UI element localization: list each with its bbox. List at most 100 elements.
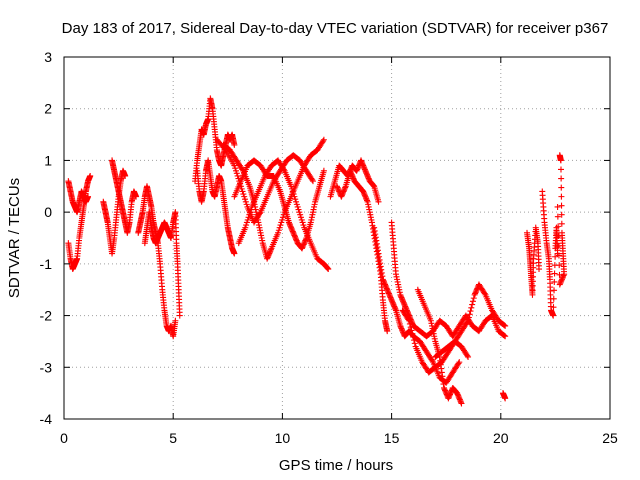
series-c2 bbox=[334, 167, 391, 335]
data-point-marker bbox=[468, 304, 475, 311]
series-a3 bbox=[100, 167, 129, 257]
series-c7 bbox=[399, 307, 472, 376]
data-point-marker bbox=[256, 210, 263, 217]
data-point-marker bbox=[469, 298, 476, 305]
data-point-marker bbox=[243, 222, 250, 229]
data-point-marker bbox=[558, 211, 565, 218]
data-point-marker bbox=[470, 295, 477, 302]
data-point-marker bbox=[231, 162, 238, 169]
data-point-marker bbox=[244, 216, 251, 223]
data-point-marker bbox=[558, 184, 565, 191]
data-point-marker bbox=[465, 314, 472, 321]
data-point-marker bbox=[221, 145, 228, 152]
data-point-marker bbox=[231, 250, 238, 257]
data-point-marker bbox=[241, 196, 248, 203]
data-point-marker bbox=[87, 172, 94, 179]
data-point-marker bbox=[298, 216, 305, 223]
data-point-marker bbox=[552, 253, 559, 260]
data-point-marker bbox=[275, 229, 282, 236]
chart-title: Day 183 of 2017, Sidereal Day-to-day VTE… bbox=[62, 20, 609, 37]
y-axis-ticks: -4 -3 -2 -1 0 1 2 3 bbox=[40, 49, 610, 427]
data-point-marker bbox=[467, 308, 474, 315]
data-point-marker bbox=[556, 262, 563, 269]
data-point-marker bbox=[122, 172, 129, 179]
data-point-marker bbox=[429, 357, 436, 364]
data-point-marker bbox=[277, 222, 284, 229]
data-point-marker bbox=[275, 227, 282, 234]
data-point-marker bbox=[297, 214, 304, 221]
data-point-marker bbox=[501, 332, 508, 339]
data-point-marker bbox=[405, 316, 412, 323]
data-point-marker bbox=[288, 183, 295, 190]
x-tick-label: 5 bbox=[169, 430, 177, 446]
data-point-marker bbox=[300, 222, 307, 229]
data-point-marker bbox=[469, 301, 476, 308]
data-point-marker bbox=[290, 191, 297, 198]
data-point-marker bbox=[293, 198, 300, 205]
data-point-marker bbox=[501, 322, 508, 329]
data-point-marker bbox=[320, 136, 327, 143]
data-point-marker bbox=[237, 180, 244, 187]
data-point-marker bbox=[555, 233, 562, 240]
y-tick-label: -1 bbox=[40, 256, 53, 272]
data-point-marker bbox=[291, 193, 298, 200]
x-tick-label: 20 bbox=[493, 430, 509, 446]
series-b5 bbox=[235, 157, 332, 273]
data-point-marker bbox=[295, 206, 302, 213]
x-tick-label: 25 bbox=[602, 430, 618, 446]
data-point-marker bbox=[299, 219, 306, 226]
data-point-marker bbox=[502, 333, 509, 340]
data-point-marker bbox=[536, 266, 543, 273]
data-point-marker bbox=[325, 266, 332, 273]
data-point-marker bbox=[235, 175, 242, 182]
data-point-marker bbox=[502, 322, 509, 329]
data-point-marker bbox=[241, 193, 248, 200]
data-point-marker bbox=[232, 165, 239, 172]
data-point-marker bbox=[297, 211, 304, 218]
data-point-marker bbox=[551, 270, 558, 277]
y-tick-label: 0 bbox=[44, 204, 52, 220]
data-point-marker bbox=[243, 201, 250, 208]
data-point-marker bbox=[406, 317, 413, 324]
data-point-marker bbox=[407, 324, 414, 331]
data-point-marker bbox=[409, 330, 416, 337]
data-point-marker bbox=[458, 400, 465, 407]
data-point-marker bbox=[232, 167, 239, 174]
data-point-marker bbox=[320, 138, 327, 145]
data-point-marker bbox=[242, 198, 249, 205]
data-point-marker bbox=[288, 185, 295, 192]
data-point-marker bbox=[239, 188, 246, 195]
x-tick-label: 0 bbox=[60, 430, 68, 446]
y-tick-label: -2 bbox=[40, 308, 53, 324]
data-point-marker bbox=[555, 223, 562, 230]
data-point-marker bbox=[558, 202, 565, 209]
data-point-marker bbox=[85, 193, 92, 200]
data-point-marker bbox=[555, 252, 562, 259]
data-point-marker bbox=[320, 167, 327, 174]
series-a5 bbox=[135, 183, 179, 340]
series-b6 bbox=[213, 136, 316, 226]
data-point-marker bbox=[237, 183, 244, 190]
data-point-marker bbox=[408, 327, 415, 334]
data-point-marker bbox=[233, 170, 240, 177]
series-a4 bbox=[109, 157, 140, 236]
data-point-marker bbox=[558, 175, 565, 182]
data-point-marker bbox=[296, 209, 303, 216]
y-tick-label: 3 bbox=[44, 49, 52, 65]
data-point-marker bbox=[375, 198, 382, 205]
series-c1 bbox=[327, 157, 382, 205]
data-point-marker bbox=[551, 278, 558, 285]
data-point-marker bbox=[234, 172, 241, 179]
data-point-marker bbox=[411, 340, 418, 347]
data-point-marker bbox=[456, 359, 463, 366]
x-axis-ticks: 0 5 10 15 20 25 bbox=[60, 57, 618, 446]
data-point-marker bbox=[172, 317, 179, 324]
data-point-marker bbox=[502, 395, 509, 402]
data-point-marker bbox=[465, 317, 472, 324]
data-point-marker bbox=[554, 213, 561, 220]
series-a2 bbox=[65, 178, 92, 216]
series-a6 bbox=[141, 209, 183, 319]
data-point-marker bbox=[464, 319, 471, 326]
data-point-marker bbox=[557, 157, 564, 164]
y-tick-label: 2 bbox=[44, 101, 52, 117]
